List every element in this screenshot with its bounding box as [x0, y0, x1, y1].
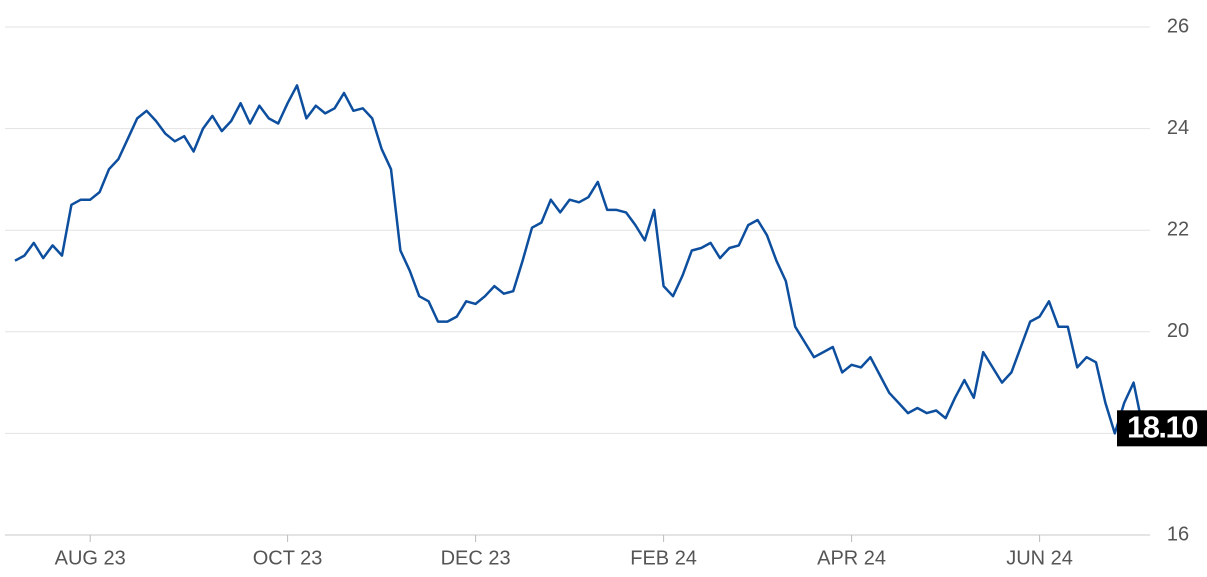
y-tick-label: 22 [1167, 218, 1189, 240]
x-tick-label: DEC 23 [441, 547, 511, 569]
x-tick-label: FEB 24 [630, 547, 697, 569]
price-line [14, 84, 1145, 435]
x-tick-label: JUN 24 [1006, 547, 1073, 569]
last-price-label: 18.10 [1127, 410, 1197, 445]
y-tick-label: 26 [1167, 15, 1189, 37]
y-tick-label: 16 [1167, 523, 1189, 545]
y-tick-label: 24 [1167, 117, 1189, 139]
x-tick-label: OCT 23 [253, 547, 323, 569]
last-price-badge [1117, 410, 1207, 447]
x-tick-label: APR 24 [817, 547, 886, 569]
y-tick-label: 20 [1167, 320, 1189, 342]
x-tick-label: AUG 23 [55, 547, 126, 569]
